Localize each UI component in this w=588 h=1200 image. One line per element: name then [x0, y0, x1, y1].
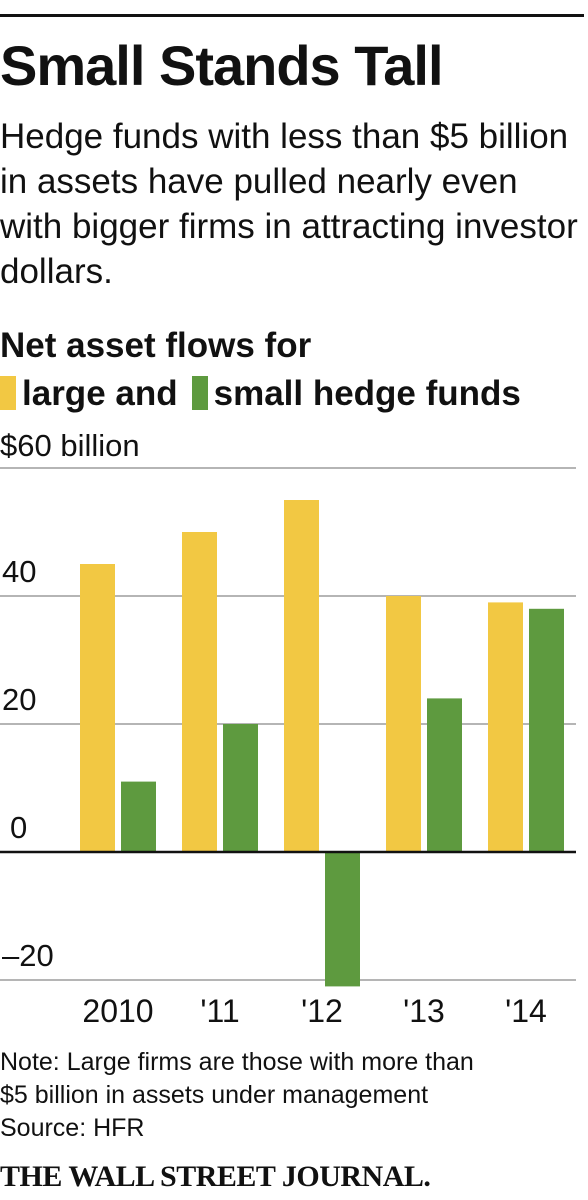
bar-small — [121, 781, 156, 852]
y-tick-label: 20 — [2, 682, 36, 717]
legend-swatch-large — [0, 376, 16, 410]
chart-title: Net asset flows for large and small hedge… — [0, 322, 584, 418]
source-line: Source: HFR — [0, 1114, 145, 1142]
bar-small — [529, 608, 564, 852]
bar-large — [386, 596, 421, 852]
x-tick-label: '14 — [505, 993, 547, 1029]
x-tick-label: '12 — [301, 993, 343, 1029]
chart-title-line: Net asset flows for — [0, 326, 312, 365]
bar-large — [80, 564, 115, 852]
publisher-logo: THE WALL STREET JOURNAL. — [0, 1160, 431, 1193]
chart-subtitle: Hedge funds with less than $5 billion in… — [0, 117, 578, 291]
legend-swatch-small — [191, 376, 208, 410]
bar-small — [427, 698, 462, 852]
note-line-1: Note: Large firms are those with more th… — [0, 1048, 474, 1076]
bar-large — [284, 500, 319, 852]
legend: large and small hedge funds — [0, 370, 584, 418]
chart-headline: Small Stands Tall — [0, 34, 444, 97]
note-line-2: $5 billion in assets under management — [0, 1081, 429, 1109]
bar-small — [325, 852, 360, 987]
chart-note: Note: Large firms are those with more th… — [0, 1046, 584, 1145]
x-tick-label: '11 — [200, 993, 239, 1029]
top-rule — [0, 14, 584, 17]
bar-large — [182, 532, 217, 852]
y-axis-unit-label: $60 billion — [0, 428, 140, 463]
y-tick-label: –20 — [2, 938, 54, 973]
bar-large — [488, 602, 523, 852]
legend-label-large: large and — [22, 374, 178, 413]
x-tick-label: '13 — [403, 993, 445, 1029]
y-tick-label: 0 — [10, 810, 27, 845]
bar-small — [223, 724, 258, 852]
bar-chart: 40 20 0 –20 2010 '11 '12 '13 '14 — [0, 467, 576, 1029]
x-tick-label: 2010 — [82, 993, 153, 1029]
y-tick-label: 40 — [2, 554, 36, 589]
legend-label-small: small hedge funds — [213, 374, 521, 413]
